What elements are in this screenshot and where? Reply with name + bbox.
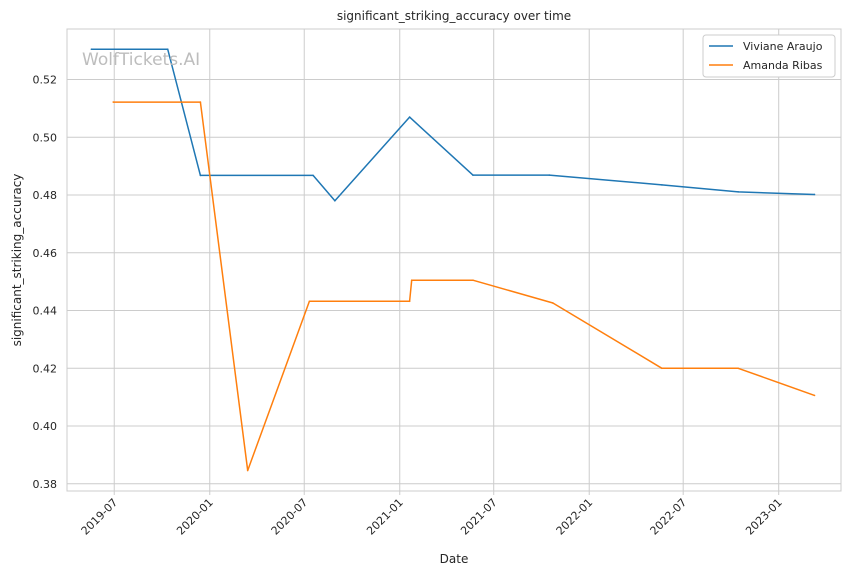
data-point-amanda-ribas bbox=[737, 367, 740, 370]
data-point-viviane-araujo bbox=[334, 200, 336, 202]
x-tick-label: 2020-07 bbox=[269, 496, 311, 538]
data-point-amanda-ribas bbox=[308, 300, 311, 303]
data-point-amanda-ribas bbox=[199, 101, 202, 103]
data-point-viviane-araujo bbox=[737, 191, 740, 193]
y-tick-label: 0.48 bbox=[33, 189, 58, 202]
y-tick-label: 0.50 bbox=[33, 131, 58, 144]
data-point-viviane-araujo bbox=[472, 174, 474, 176]
data-point-viviane-araujo bbox=[90, 48, 93, 51]
series-layer bbox=[90, 48, 816, 472]
y-tick-label: 0.42 bbox=[33, 362, 58, 375]
data-point-amanda-ribas bbox=[410, 279, 413, 282]
legend-label-amanda-ribas: Amanda Ribas bbox=[743, 59, 823, 72]
data-point-amanda-ribas bbox=[112, 101, 115, 103]
data-point-amanda-ribas bbox=[552, 302, 554, 304]
data-point-amanda-ribas bbox=[408, 300, 411, 303]
x-tick-label: 2020-01 bbox=[174, 496, 216, 538]
y-tick-label: 0.44 bbox=[33, 305, 58, 318]
chart-title: significant_striking_accuracy over time bbox=[337, 9, 571, 23]
y-tick-label: 0.46 bbox=[33, 247, 58, 260]
x-tick-label: 2023-01 bbox=[743, 496, 785, 538]
y-tick-label: 0.52 bbox=[33, 74, 58, 87]
data-point-amanda-ribas bbox=[472, 279, 474, 282]
data-point-amanda-ribas bbox=[661, 367, 663, 370]
data-point-amanda-ribas bbox=[813, 394, 816, 397]
data-point-amanda-ribas bbox=[246, 469, 249, 472]
plot-background bbox=[67, 29, 841, 491]
y-axis-label: significant_striking_accuracy bbox=[10, 174, 24, 347]
data-point-viviane-araujo bbox=[199, 174, 202, 177]
data-point-viviane-araujo bbox=[661, 184, 663, 186]
plot-frame bbox=[66, 28, 842, 492]
data-point-viviane-araujo bbox=[548, 174, 551, 176]
data-point-viviane-araujo bbox=[813, 193, 816, 196]
legend: Viviane Araujo Amanda Ribas bbox=[702, 34, 836, 78]
x-tick-label: 2022-07 bbox=[648, 496, 690, 538]
legend-label-viviane-araujo: Viviane Araujo bbox=[743, 40, 823, 53]
x-tick-label: 2019-07 bbox=[79, 496, 121, 538]
x-axis-label: Date bbox=[440, 552, 469, 566]
y-tick-labels: 0.38 0.40 0.42 0.44 0.46 0.48 0.50 0.52 bbox=[33, 74, 58, 491]
watermark: WolfTickets.AI bbox=[82, 50, 200, 70]
y-tick-label: 0.38 bbox=[33, 478, 58, 491]
data-point-viviane-araujo bbox=[166, 48, 169, 51]
x-tick-label: 2021-07 bbox=[458, 496, 500, 538]
legend-box bbox=[702, 34, 836, 78]
x-tick-label: 2021-01 bbox=[364, 496, 406, 538]
y-tick-label: 0.40 bbox=[33, 420, 58, 433]
data-point-viviane-araujo bbox=[408, 116, 411, 118]
data-point-viviane-araujo bbox=[312, 174, 314, 177]
x-tick-labels: 2019-07 2020-01 2020-07 2021-01 2021-07 2022-… bbox=[79, 491, 785, 538]
grid bbox=[67, 29, 841, 491]
x-tick-label: 2022-01 bbox=[554, 496, 596, 538]
